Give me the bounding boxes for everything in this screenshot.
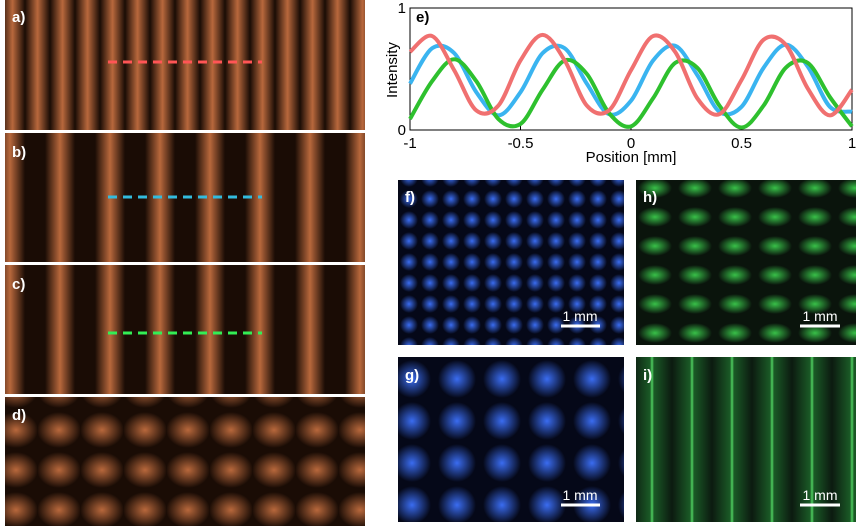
x-tick-label: -0.5 xyxy=(508,135,534,152)
x-tick-label: 1 xyxy=(848,135,856,152)
panel-c: c) xyxy=(5,265,365,394)
chart-label: e) xyxy=(416,9,429,26)
y-axis-label: Intensity xyxy=(384,42,401,98)
panel-h: 1 mm h) xyxy=(636,180,856,345)
panel-label: a) xyxy=(12,9,25,26)
panel-label: i) xyxy=(643,367,652,384)
panel-g: 1 mm g) xyxy=(398,357,624,522)
panel-label: c) xyxy=(12,276,25,293)
panel-d: d) xyxy=(5,397,365,526)
scale-label: 1 mm xyxy=(563,487,598,503)
panel-label: d) xyxy=(12,407,26,424)
panel-i: 1 mm i) xyxy=(636,357,856,522)
scale-label: 1 mm xyxy=(803,487,838,503)
scale-label: 1 mm xyxy=(563,308,598,324)
panel-label: b) xyxy=(12,144,26,161)
figure: a) b) c) d) 1 mmf) 1 mmh) 1 mmg) 1 mmi) … xyxy=(0,0,856,526)
y-tick-label: 1 xyxy=(398,0,406,17)
panel-b: b) xyxy=(5,133,365,262)
panel-label: f) xyxy=(405,189,415,206)
x-tick-label: 0 xyxy=(627,135,635,152)
panel-a: a) xyxy=(5,0,365,130)
scale-label: 1 mm xyxy=(803,308,838,324)
x-tick-label: 0.5 xyxy=(731,135,752,152)
panel-label: g) xyxy=(405,367,419,384)
panel-f: 1 mm f) xyxy=(398,180,624,345)
y-tick-label: 0 xyxy=(398,122,406,139)
panel-label: h) xyxy=(643,189,657,206)
